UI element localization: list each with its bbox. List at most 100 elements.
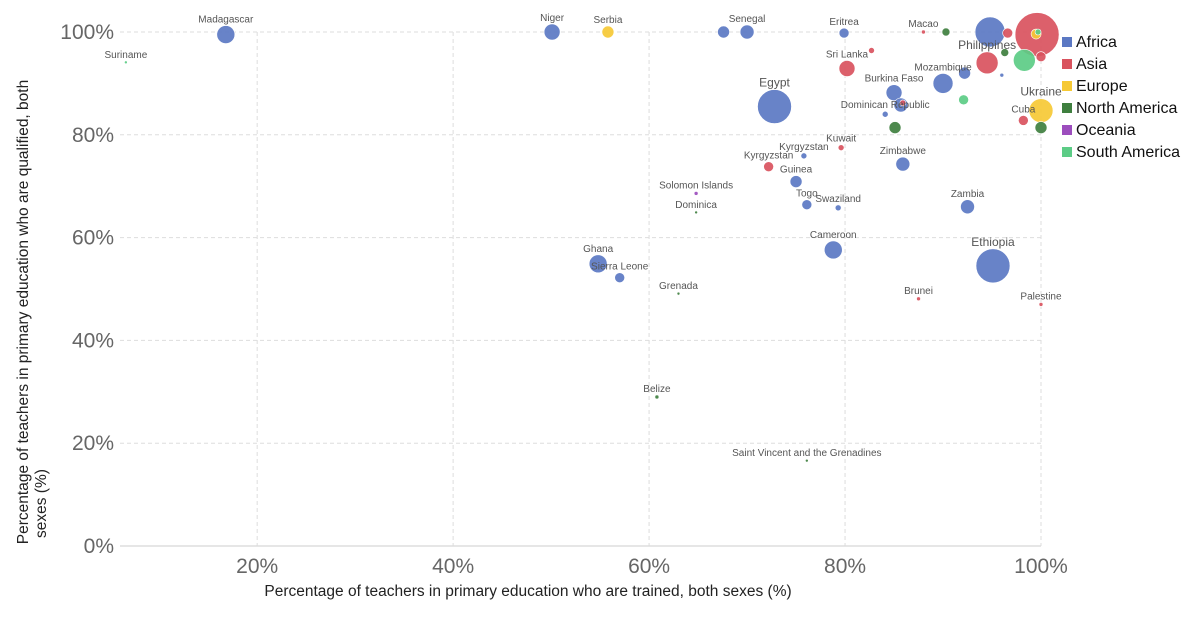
data-label: Cameroon (810, 230, 857, 241)
data-label: Cuba (1011, 104, 1035, 115)
x-tick-label: 40% (432, 555, 474, 578)
data-point (838, 60, 856, 77)
data-label: Kuwait (826, 134, 856, 145)
data-label: Guinea (780, 165, 813, 176)
data-label: Suriname (104, 50, 147, 61)
data-label: Palestine (1020, 291, 1062, 302)
data-label: Dominican Republic (841, 100, 930, 111)
data-label: Kyrgyzstan (779, 142, 828, 153)
y-axis-title-line-1: Percentage of teachers in primary educat… (15, 80, 32, 544)
legend-swatch (1062, 59, 1072, 69)
data-point (838, 27, 850, 39)
data-point (895, 156, 911, 172)
x-axis-title: Percentage of teachers in primary educat… (264, 583, 791, 600)
data-point (1034, 28, 1042, 36)
data-label: Ukraine (1020, 85, 1062, 99)
data-label: Saint Vincent and the Grenadines (732, 448, 881, 459)
data-label: Egypt (759, 76, 790, 90)
data-point (1035, 51, 1047, 62)
data-points (124, 12, 1060, 463)
y-axis-title-line-2: sexes (%) (33, 469, 50, 538)
legend-label: Africa (1076, 34, 1117, 51)
y-axis-title: Percentage of teachers in primary educat… (15, 80, 50, 544)
data-point (739, 24, 755, 40)
data-label: Belize (643, 384, 671, 395)
data-label: Grenada (659, 281, 698, 292)
data-label: Zambia (951, 189, 985, 200)
data-point (941, 27, 951, 37)
data-point (789, 175, 803, 188)
legend-swatch (1062, 125, 1072, 135)
data-label: Eritrea (829, 17, 859, 28)
data-label: Ethiopia (971, 235, 1015, 249)
data-point (543, 23, 561, 41)
data-point (693, 191, 699, 196)
data-point (763, 161, 774, 172)
data-point (888, 121, 902, 134)
y-tick-label: 20% (72, 432, 114, 455)
data-label: Solomon Islands (659, 180, 733, 191)
data-point (958, 66, 971, 80)
data-point (975, 51, 999, 75)
legend: Africa Asia Europe North America Oceania Sout… (1062, 34, 1180, 161)
data-point (801, 199, 813, 211)
x-tick-label: 60% (628, 555, 670, 578)
data-label: Ghana (583, 244, 613, 255)
y-tick-label: 60% (72, 227, 114, 250)
y-tick-label: 100% (60, 21, 114, 44)
data-label: Sierra Leone (591, 262, 649, 273)
data-point (868, 47, 875, 54)
data-point (216, 25, 236, 44)
data-point (1038, 302, 1044, 307)
data-label: Madagascar (198, 15, 254, 26)
legend-label: North America (1076, 100, 1177, 117)
data-point (601, 25, 615, 39)
data-label: Brunei (904, 286, 933, 297)
legend-swatch (1062, 147, 1072, 157)
data-point (1002, 27, 1013, 39)
data-point (921, 29, 926, 35)
data-point (694, 210, 698, 215)
legend-swatch (1062, 103, 1072, 113)
data-point (823, 240, 843, 260)
data-label: Zimbabwe (880, 146, 927, 157)
x-axis-ticks: 20% 40% 60% 80% 100% (236, 555, 1068, 578)
data-label: Mozambique (914, 62, 972, 73)
data-point (899, 99, 907, 107)
data-point (958, 94, 969, 106)
y-tick-label: 40% (72, 329, 114, 352)
data-point (916, 296, 921, 302)
data-point (881, 110, 889, 118)
data-label: Burkina Faso (865, 74, 924, 85)
data-label: Serbia (593, 15, 622, 26)
y-tick-label: 0% (84, 535, 114, 558)
data-label: Swaziland (815, 194, 861, 205)
data-point (717, 25, 730, 39)
data-label: Macao (908, 19, 938, 30)
data-point (885, 84, 903, 101)
data-point (757, 89, 792, 124)
legend-swatch (1062, 81, 1072, 91)
data-label: Niger (540, 13, 565, 24)
legend-label: Oceania (1076, 122, 1136, 139)
x-tick-label: 20% (236, 555, 278, 578)
legend-label: South America (1076, 144, 1180, 161)
y-tick-label: 80% (72, 124, 114, 147)
data-point (588, 254, 608, 274)
data-point (999, 72, 1005, 78)
data-point (975, 248, 1011, 284)
data-label: Philippines (958, 38, 1016, 52)
data-point (654, 394, 660, 400)
data-point (1013, 48, 1036, 72)
data-label: Sri Lanka (826, 49, 869, 60)
legend-label: Europe (1076, 78, 1128, 95)
data-point (124, 60, 128, 65)
y-axis-ticks: 0% 20% 40% 60% 80% 100% (60, 21, 114, 558)
data-point (932, 73, 954, 94)
x-tick-label: 100% (1014, 555, 1068, 578)
data-label: Senegal (729, 14, 766, 25)
data-label: Kyrgyzstan (744, 151, 793, 162)
data-point (614, 272, 625, 283)
data-point (834, 204, 842, 212)
